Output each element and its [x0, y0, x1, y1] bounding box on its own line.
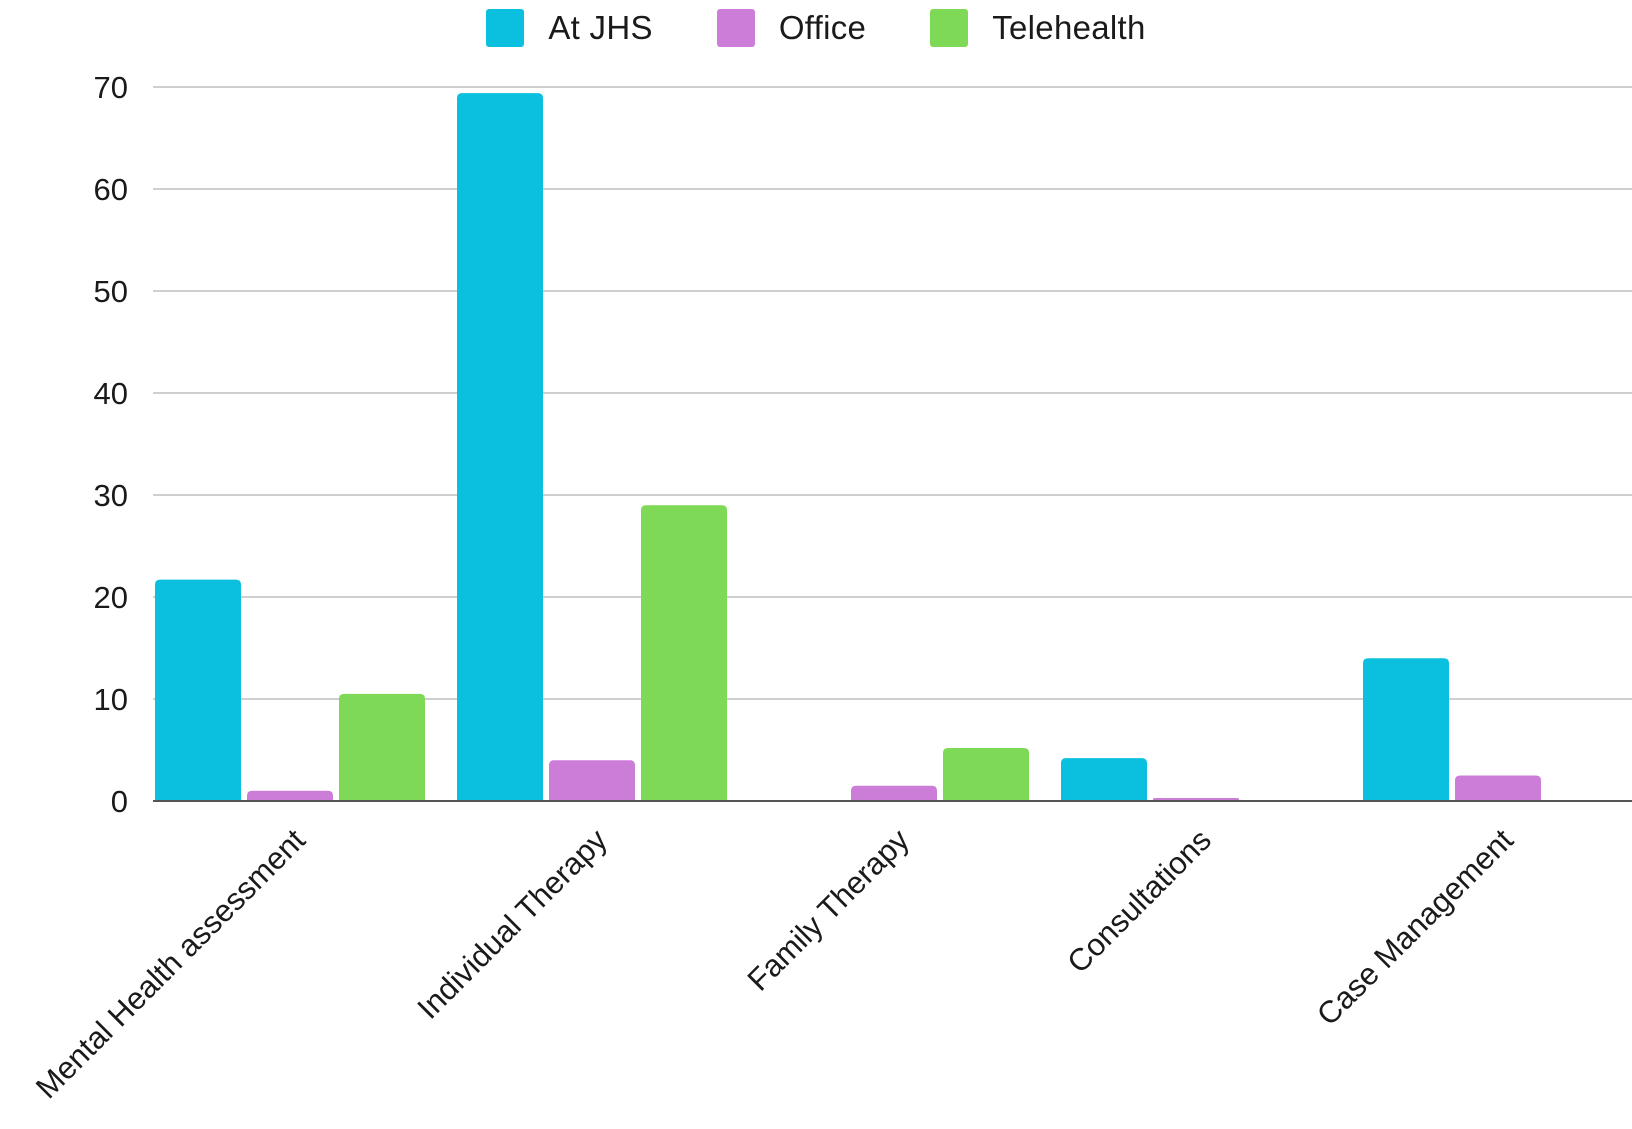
- bar-at-jhs-case-management: [1363, 658, 1449, 801]
- legend-swatch-office: [716, 9, 755, 47]
- legend-label-office: Office: [778, 9, 867, 46]
- y-tick-label: 10: [94, 682, 128, 717]
- bars: [155, 93, 1541, 802]
- y-tick-label: 40: [94, 376, 128, 411]
- x-axis-tick-labels: Mental Health assessment Individual Thera…: [29, 822, 1520, 1105]
- x-tick-label-family-therapy: Family Therapy: [741, 822, 917, 998]
- bar-telehealth-mental-health-assessment: [339, 693, 425, 801]
- legend-label-telehealth: Telehealth: [992, 9, 1146, 46]
- x-tick-label-case-management: Case Management: [1310, 822, 1520, 1032]
- bar-office-individual-therapy: [549, 760, 635, 801]
- x-tick-label-consultations: Consultations: [1060, 822, 1218, 980]
- x-tick-label-individual-therapy: Individual Therapy: [410, 822, 614, 1026]
- legend-swatch-telehealth: [930, 9, 969, 47]
- legend-item-office: Office: [716, 9, 867, 47]
- bar-telehealth-family-therapy: [943, 747, 1029, 801]
- bar-office-family-therapy: [851, 785, 937, 801]
- x-tick-label-mental-health-assessment: Mental Health assessment: [29, 822, 312, 1105]
- y-tick-label: 70: [94, 70, 128, 105]
- bar-office-case-management: [1455, 775, 1541, 801]
- y-tick-label: 60: [94, 172, 128, 207]
- legend-item-at-jhs: At JHS: [486, 9, 653, 47]
- gridlines: [153, 86, 1632, 700]
- y-tick-label: 50: [94, 274, 128, 309]
- bar-telehealth-individual-therapy: [641, 505, 727, 801]
- bar-at-jhs-mental-health-assessment: [155, 579, 241, 801]
- chart-legend: At JHS Office Telehealth: [0, 6, 1632, 50]
- y-tick-label: 30: [94, 478, 128, 513]
- legend-item-telehealth: Telehealth: [930, 9, 1145, 47]
- legend-swatch-at-jhs: [486, 9, 525, 47]
- y-axis-tick-labels: 0 10 20 30 40 50 60 70: [94, 70, 128, 819]
- bar-at-jhs-individual-therapy: [457, 93, 543, 802]
- y-tick-label: 20: [94, 580, 128, 615]
- bar-office-mental-health-assessment: [247, 790, 333, 801]
- y-tick-label: 0: [111, 784, 128, 819]
- legend-label-at-jhs: At JHS: [548, 9, 653, 46]
- bar-at-jhs-consultations: [1061, 758, 1147, 801]
